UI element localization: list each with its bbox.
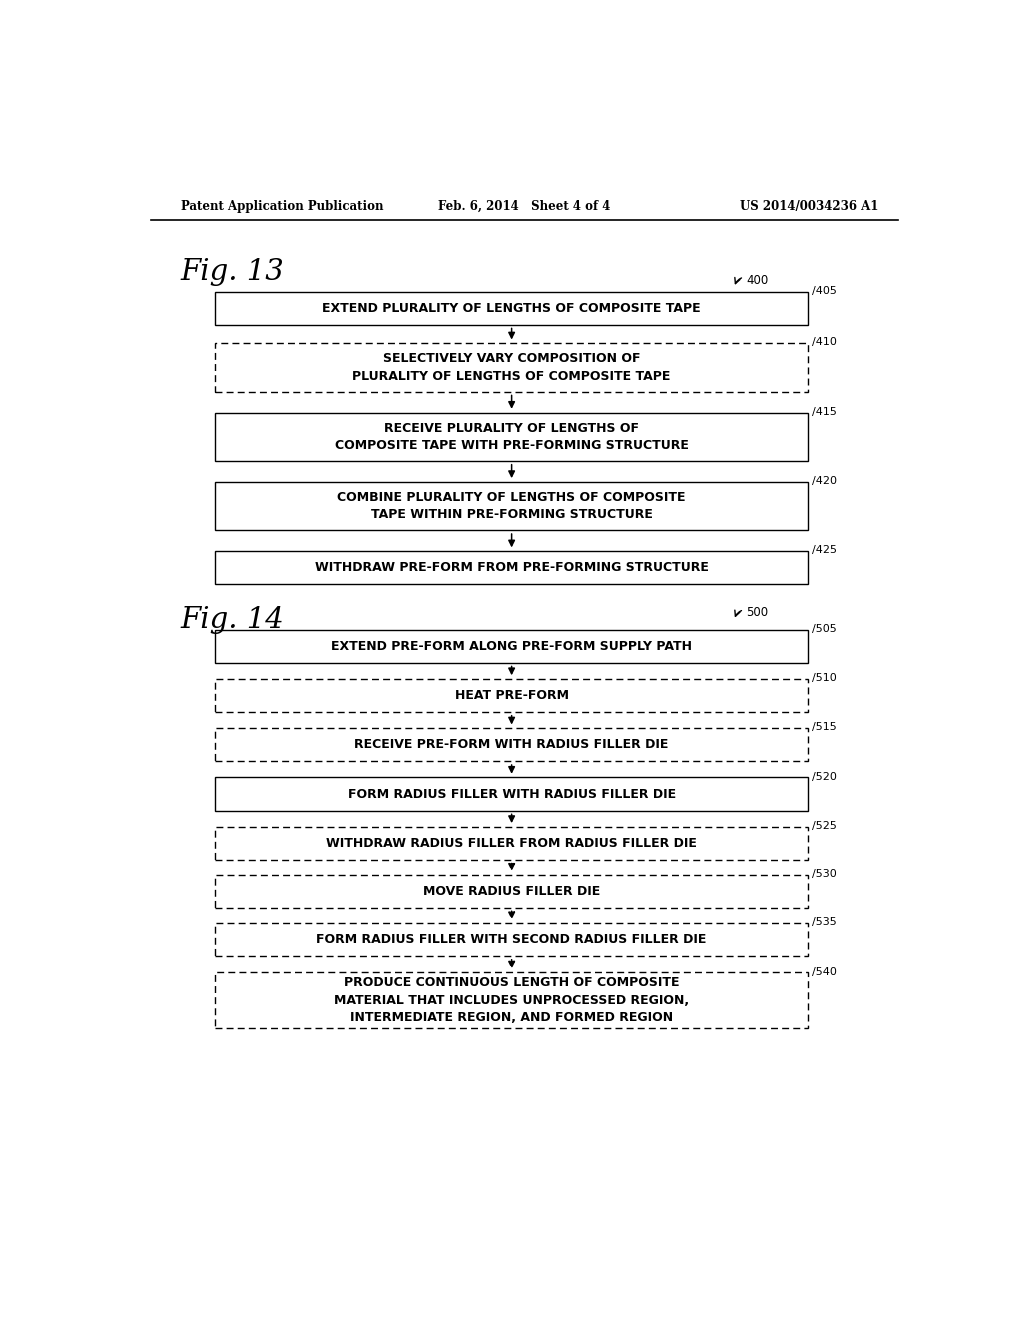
Text: WITHDRAW PRE-FORM FROM PRE-FORMING STRUCTURE: WITHDRAW PRE-FORM FROM PRE-FORMING STRUC… [314, 561, 709, 574]
Text: ∕415: ∕415 [812, 407, 837, 417]
Bar [215, 292, 809, 325]
Bar [215, 923, 809, 956]
Text: ∕510: ∕510 [812, 673, 837, 684]
Text: US 2014/0034236 A1: US 2014/0034236 A1 [740, 199, 879, 213]
Text: ∕410: ∕410 [812, 338, 837, 347]
Text: Patent Application Publication: Patent Application Publication [180, 199, 383, 213]
Text: ∕540: ∕540 [812, 966, 837, 977]
Text: SELECTIVELY VARY COMPOSITION OF
PLURALITY OF LENGTHS OF COMPOSITE TAPE: SELECTIVELY VARY COMPOSITION OF PLURALIT… [352, 352, 671, 383]
Text: ∕420: ∕420 [812, 477, 837, 486]
Text: WITHDRAW RADIUS FILLER FROM RADIUS FILLER DIE: WITHDRAW RADIUS FILLER FROM RADIUS FILLE… [327, 837, 697, 850]
Text: 400: 400 [746, 273, 769, 286]
Bar [215, 482, 809, 531]
Text: ∕530: ∕530 [812, 869, 837, 879]
Text: 500: 500 [746, 606, 769, 619]
Text: Fig. 13: Fig. 13 [180, 259, 285, 286]
Text: COMBINE PLURALITY OF LENGTHS OF COMPOSITE
TAPE WITHIN PRE-FORMING STRUCTURE: COMBINE PLURALITY OF LENGTHS OF COMPOSIT… [337, 491, 686, 521]
Bar [215, 973, 809, 1028]
Text: Feb. 6, 2014   Sheet 4 of 4: Feb. 6, 2014 Sheet 4 of 4 [438, 199, 610, 213]
Text: ∕525: ∕525 [812, 821, 837, 832]
Text: ∕405: ∕405 [812, 286, 837, 296]
Text: EXTEND PLURALITY OF LENGTHS OF COMPOSITE TAPE: EXTEND PLURALITY OF LENGTHS OF COMPOSITE… [323, 302, 701, 314]
Text: ∕520: ∕520 [812, 772, 837, 781]
Text: FORM RADIUS FILLER WITH SECOND RADIUS FILLER DIE: FORM RADIUS FILLER WITH SECOND RADIUS FI… [316, 933, 707, 946]
Bar [215, 875, 809, 908]
Bar [215, 343, 809, 392]
Text: FORM RADIUS FILLER WITH RADIUS FILLER DIE: FORM RADIUS FILLER WITH RADIUS FILLER DI… [347, 788, 676, 800]
Bar [215, 630, 809, 663]
Text: EXTEND PRE-FORM ALONG PRE-FORM SUPPLY PATH: EXTEND PRE-FORM ALONG PRE-FORM SUPPLY PA… [331, 640, 692, 652]
Bar [215, 777, 809, 810]
Text: ∕535: ∕535 [812, 917, 837, 927]
Text: MOVE RADIUS FILLER DIE: MOVE RADIUS FILLER DIE [423, 884, 600, 898]
Text: HEAT PRE-FORM: HEAT PRE-FORM [455, 689, 568, 702]
Text: RECEIVE PRE-FORM WITH RADIUS FILLER DIE: RECEIVE PRE-FORM WITH RADIUS FILLER DIE [354, 738, 669, 751]
Text: ∕515: ∕515 [812, 722, 837, 733]
Text: RECEIVE PLURALITY OF LENGTHS OF
COMPOSITE TAPE WITH PRE-FORMING STRUCTURE: RECEIVE PLURALITY OF LENGTHS OF COMPOSIT… [335, 421, 688, 451]
Bar [215, 729, 809, 762]
Text: ∕425: ∕425 [812, 545, 837, 556]
Bar [215, 552, 809, 585]
Bar [215, 412, 809, 461]
Bar [215, 678, 809, 711]
Text: PRODUCE CONTINUOUS LENGTH OF COMPOSITE
MATERIAL THAT INCLUDES UNPROCESSED REGION: PRODUCE CONTINUOUS LENGTH OF COMPOSITE M… [334, 975, 689, 1024]
Bar [215, 826, 809, 859]
Text: ∕505: ∕505 [812, 624, 837, 634]
Text: Fig. 14: Fig. 14 [180, 606, 285, 635]
